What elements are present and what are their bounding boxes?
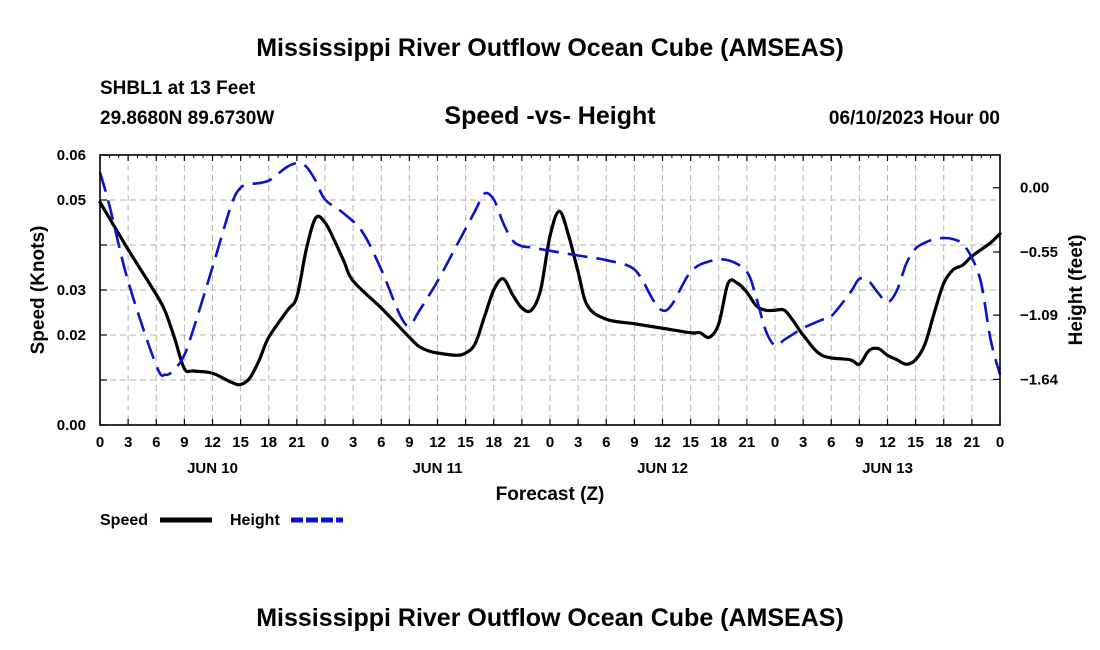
speed-series-line [98, 200, 1002, 387]
x-tick-label: 0 [996, 434, 1004, 451]
y-axis-title: Speed (Knots) [28, 226, 49, 355]
x-tick-label: 15 [682, 434, 699, 451]
x-tick-label: 18 [485, 434, 502, 451]
ticks-layer [99, 154, 1001, 426]
y-tick-label: 0.00 [57, 417, 86, 434]
legend-height-label: Height [230, 512, 280, 529]
x-tick-label: 6 [827, 434, 835, 451]
y2-tick-label: −0.55 [1020, 244, 1058, 261]
x-tick-label: 6 [377, 434, 385, 451]
height-series-line [98, 161, 1002, 377]
page-title: Mississippi River Outflow Ocean Cube (AM… [256, 34, 844, 62]
x-tick-label: 3 [799, 434, 807, 451]
station-label: SHBL1 at 13 Feet [100, 78, 256, 99]
x-tick-label: 12 [429, 434, 446, 451]
x-tick-label: 18 [710, 434, 727, 451]
station-coords: 29.8680N 89.6730W [100, 108, 274, 129]
x-tick-label: 0 [771, 434, 779, 451]
x-tick-label: 6 [602, 434, 610, 451]
x-tick-label: 15 [232, 434, 249, 451]
x-tick-label: 9 [630, 434, 638, 451]
x-tick-label: 9 [855, 434, 863, 451]
y-tick-label: 0.05 [57, 192, 86, 209]
y-tick-label: 0.02 [57, 327, 86, 344]
x-tick-label: 12 [204, 434, 221, 451]
day-label: JUN 10 [187, 460, 238, 477]
x-tick-label: 6 [152, 434, 160, 451]
legend-speed-label: Speed [100, 512, 148, 529]
x-tick-label: 21 [739, 434, 756, 451]
x-axis-title: Forecast (Z) [496, 484, 605, 505]
tick-labels-layer: 0 3 6 9 12 15 18 21 0 3 6 9 12 15 18 21 0 3 6 9 12 15 18 21 0 3 6 9… [57, 147, 1059, 477]
x-tick-label: 3 [574, 434, 582, 451]
x-tick-label: 3 [124, 434, 132, 451]
y-tick-label: 0.06 [57, 147, 86, 164]
y2-axis-title: Height (feet) [1066, 235, 1087, 346]
x-tick-label: 0 [96, 434, 104, 451]
x-tick-label: 3 [349, 434, 357, 451]
footer-title: Mississippi River Outflow Ocean Cube (AM… [256, 604, 844, 632]
series-layer [98, 161, 1002, 387]
x-tick-label: 15 [907, 434, 924, 451]
x-tick-label: 9 [180, 434, 188, 451]
x-tick-label: 0 [546, 434, 554, 451]
day-label: JUN 12 [637, 460, 688, 477]
forecast-date: 06/10/2023 Hour 00 [829, 108, 1000, 129]
legend: Speed Height [100, 512, 343, 529]
day-label: JUN 11 [412, 460, 462, 477]
y2-tick-label: −1.09 [1020, 307, 1058, 324]
x-tick-label: 21 [964, 434, 981, 451]
x-tick-label: 15 [457, 434, 474, 451]
x-tick-label: 9 [405, 434, 413, 451]
x-tick-label: 18 [935, 434, 952, 451]
chart-subtitle: Speed -vs- Height [444, 102, 656, 130]
y2-tick-label: 0.00 [1020, 180, 1049, 197]
x-tick-label: 12 [654, 434, 671, 451]
x-tick-label: 12 [879, 434, 896, 451]
x-tick-label: 0 [321, 434, 329, 451]
x-tick-label: 21 [514, 434, 531, 451]
x-tick-label: 18 [260, 434, 277, 451]
y2-tick-label: −1.64 [1020, 371, 1059, 388]
y-tick-label: 0.03 [57, 282, 86, 299]
day-label: JUN 13 [862, 460, 913, 477]
x-tick-label: 21 [289, 434, 306, 451]
